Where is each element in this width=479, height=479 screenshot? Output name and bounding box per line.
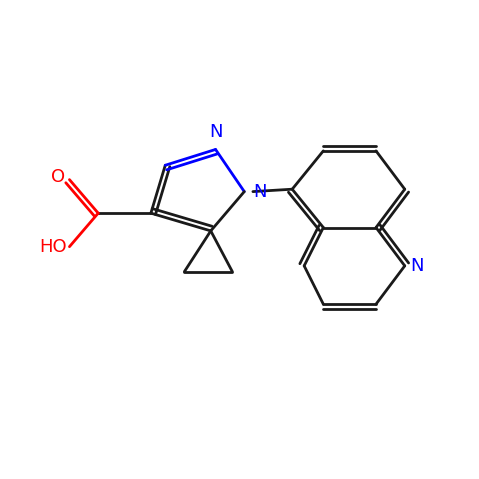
Text: N: N — [253, 182, 266, 201]
Text: O: O — [52, 168, 66, 186]
Text: N: N — [209, 123, 222, 141]
Text: HO: HO — [39, 238, 67, 256]
Text: N: N — [411, 257, 424, 275]
